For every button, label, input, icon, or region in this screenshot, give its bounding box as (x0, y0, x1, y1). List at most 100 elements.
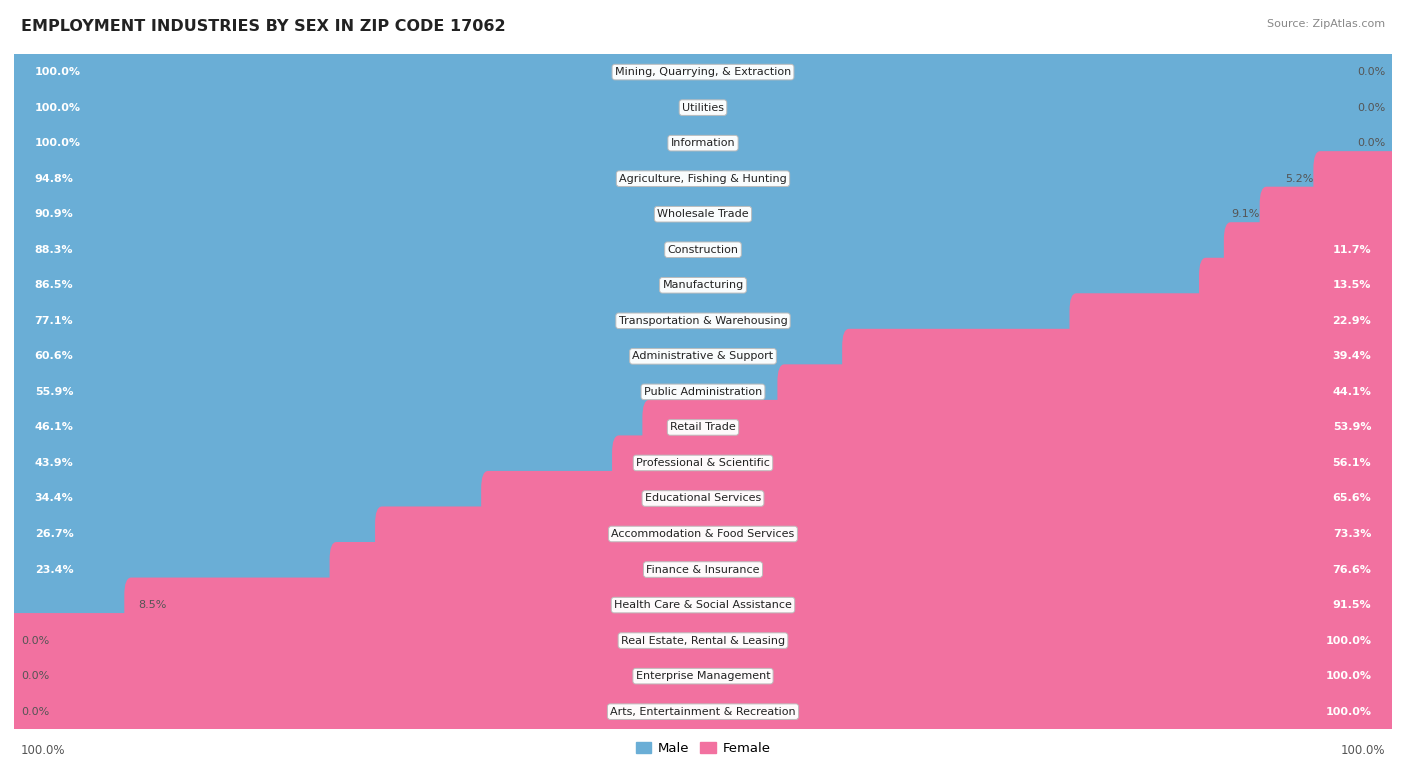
FancyBboxPatch shape (612, 435, 1399, 490)
Text: Educational Services: Educational Services (645, 494, 761, 504)
Text: Transportation & Warehousing: Transportation & Warehousing (619, 316, 787, 326)
FancyBboxPatch shape (7, 471, 495, 526)
Text: 76.6%: 76.6% (1333, 565, 1371, 574)
FancyBboxPatch shape (7, 151, 1327, 206)
Text: 0.0%: 0.0% (21, 671, 49, 681)
FancyBboxPatch shape (7, 222, 1237, 277)
Text: 60.6%: 60.6% (35, 352, 73, 362)
Text: 5.2%: 5.2% (1285, 174, 1313, 184)
Text: EMPLOYMENT INDUSTRIES BY SEX IN ZIP CODE 17062: EMPLOYMENT INDUSTRIES BY SEX IN ZIP CODE… (21, 19, 506, 34)
Text: 11.7%: 11.7% (1333, 244, 1371, 255)
FancyBboxPatch shape (7, 649, 1399, 704)
Text: 90.9%: 90.9% (35, 210, 73, 219)
Text: 34.4%: 34.4% (35, 494, 73, 504)
FancyBboxPatch shape (14, 126, 1392, 161)
Text: 100.0%: 100.0% (1326, 671, 1371, 681)
Text: 0.0%: 0.0% (1357, 67, 1385, 77)
Text: Information: Information (671, 138, 735, 148)
FancyBboxPatch shape (14, 338, 1392, 374)
FancyBboxPatch shape (1260, 187, 1399, 242)
Text: 0.0%: 0.0% (1357, 138, 1385, 148)
Text: 43.9%: 43.9% (35, 458, 73, 468)
Text: 56.1%: 56.1% (1333, 458, 1371, 468)
Text: 73.3%: 73.3% (1333, 529, 1371, 539)
Text: 23.4%: 23.4% (35, 565, 73, 574)
Text: 100.0%: 100.0% (35, 67, 80, 77)
FancyBboxPatch shape (14, 658, 1392, 694)
FancyBboxPatch shape (7, 329, 856, 384)
Text: 91.5%: 91.5% (1333, 600, 1371, 610)
Text: Utilities: Utilities (682, 102, 724, 113)
FancyBboxPatch shape (7, 507, 389, 562)
FancyBboxPatch shape (124, 577, 1399, 632)
FancyBboxPatch shape (1223, 222, 1399, 277)
Text: 0.0%: 0.0% (21, 707, 49, 717)
FancyBboxPatch shape (14, 410, 1392, 445)
Text: 100.0%: 100.0% (1326, 636, 1371, 646)
FancyBboxPatch shape (7, 80, 1399, 135)
Text: 65.6%: 65.6% (1333, 494, 1371, 504)
Text: Source: ZipAtlas.com: Source: ZipAtlas.com (1267, 19, 1385, 29)
FancyBboxPatch shape (14, 303, 1392, 338)
Text: 100.0%: 100.0% (21, 743, 66, 757)
FancyBboxPatch shape (7, 187, 1274, 242)
Text: 53.9%: 53.9% (1333, 422, 1371, 432)
Text: Arts, Entertainment & Recreation: Arts, Entertainment & Recreation (610, 707, 796, 717)
Text: Professional & Scientific: Professional & Scientific (636, 458, 770, 468)
FancyBboxPatch shape (14, 90, 1392, 126)
FancyBboxPatch shape (778, 365, 1399, 419)
Text: Public Administration: Public Administration (644, 387, 762, 397)
FancyBboxPatch shape (7, 44, 1399, 99)
FancyBboxPatch shape (643, 400, 1399, 455)
FancyBboxPatch shape (14, 694, 1392, 729)
FancyBboxPatch shape (14, 623, 1392, 658)
FancyBboxPatch shape (7, 293, 1083, 348)
Text: 26.7%: 26.7% (35, 529, 73, 539)
FancyBboxPatch shape (14, 516, 1392, 552)
Text: Administrative & Support: Administrative & Support (633, 352, 773, 362)
FancyBboxPatch shape (14, 161, 1392, 196)
FancyBboxPatch shape (375, 507, 1399, 562)
Legend: Male, Female: Male, Female (630, 736, 776, 760)
FancyBboxPatch shape (7, 116, 1399, 171)
Text: Retail Trade: Retail Trade (671, 422, 735, 432)
Text: 100.0%: 100.0% (35, 138, 80, 148)
FancyBboxPatch shape (14, 268, 1392, 303)
Text: 9.1%: 9.1% (1232, 210, 1260, 219)
Text: 0.0%: 0.0% (21, 636, 49, 646)
FancyBboxPatch shape (7, 684, 1399, 740)
Text: 77.1%: 77.1% (35, 316, 73, 326)
Text: 100.0%: 100.0% (1340, 743, 1385, 757)
FancyBboxPatch shape (7, 542, 343, 597)
Text: 94.8%: 94.8% (35, 174, 73, 184)
FancyBboxPatch shape (7, 613, 1399, 668)
FancyBboxPatch shape (14, 54, 1392, 90)
Text: 55.9%: 55.9% (35, 387, 73, 397)
FancyBboxPatch shape (842, 329, 1399, 384)
FancyBboxPatch shape (14, 480, 1392, 516)
FancyBboxPatch shape (329, 542, 1399, 597)
FancyBboxPatch shape (7, 365, 792, 419)
FancyBboxPatch shape (14, 552, 1392, 587)
Text: Health Care & Social Assistance: Health Care & Social Assistance (614, 600, 792, 610)
FancyBboxPatch shape (14, 374, 1392, 410)
FancyBboxPatch shape (1199, 258, 1399, 313)
FancyBboxPatch shape (14, 232, 1392, 268)
FancyBboxPatch shape (7, 258, 1213, 313)
FancyBboxPatch shape (1313, 151, 1399, 206)
FancyBboxPatch shape (1070, 293, 1399, 348)
Text: 8.5%: 8.5% (138, 600, 166, 610)
Text: 22.9%: 22.9% (1333, 316, 1371, 326)
Text: Real Estate, Rental & Leasing: Real Estate, Rental & Leasing (621, 636, 785, 646)
Text: 100.0%: 100.0% (35, 102, 80, 113)
FancyBboxPatch shape (7, 400, 657, 455)
Text: Wholesale Trade: Wholesale Trade (657, 210, 749, 219)
Text: 46.1%: 46.1% (35, 422, 73, 432)
Text: Enterprise Management: Enterprise Management (636, 671, 770, 681)
FancyBboxPatch shape (481, 471, 1399, 526)
Text: 86.5%: 86.5% (35, 280, 73, 290)
Text: 13.5%: 13.5% (1333, 280, 1371, 290)
FancyBboxPatch shape (14, 587, 1392, 623)
Text: Mining, Quarrying, & Extraction: Mining, Quarrying, & Extraction (614, 67, 792, 77)
Text: Manufacturing: Manufacturing (662, 280, 744, 290)
